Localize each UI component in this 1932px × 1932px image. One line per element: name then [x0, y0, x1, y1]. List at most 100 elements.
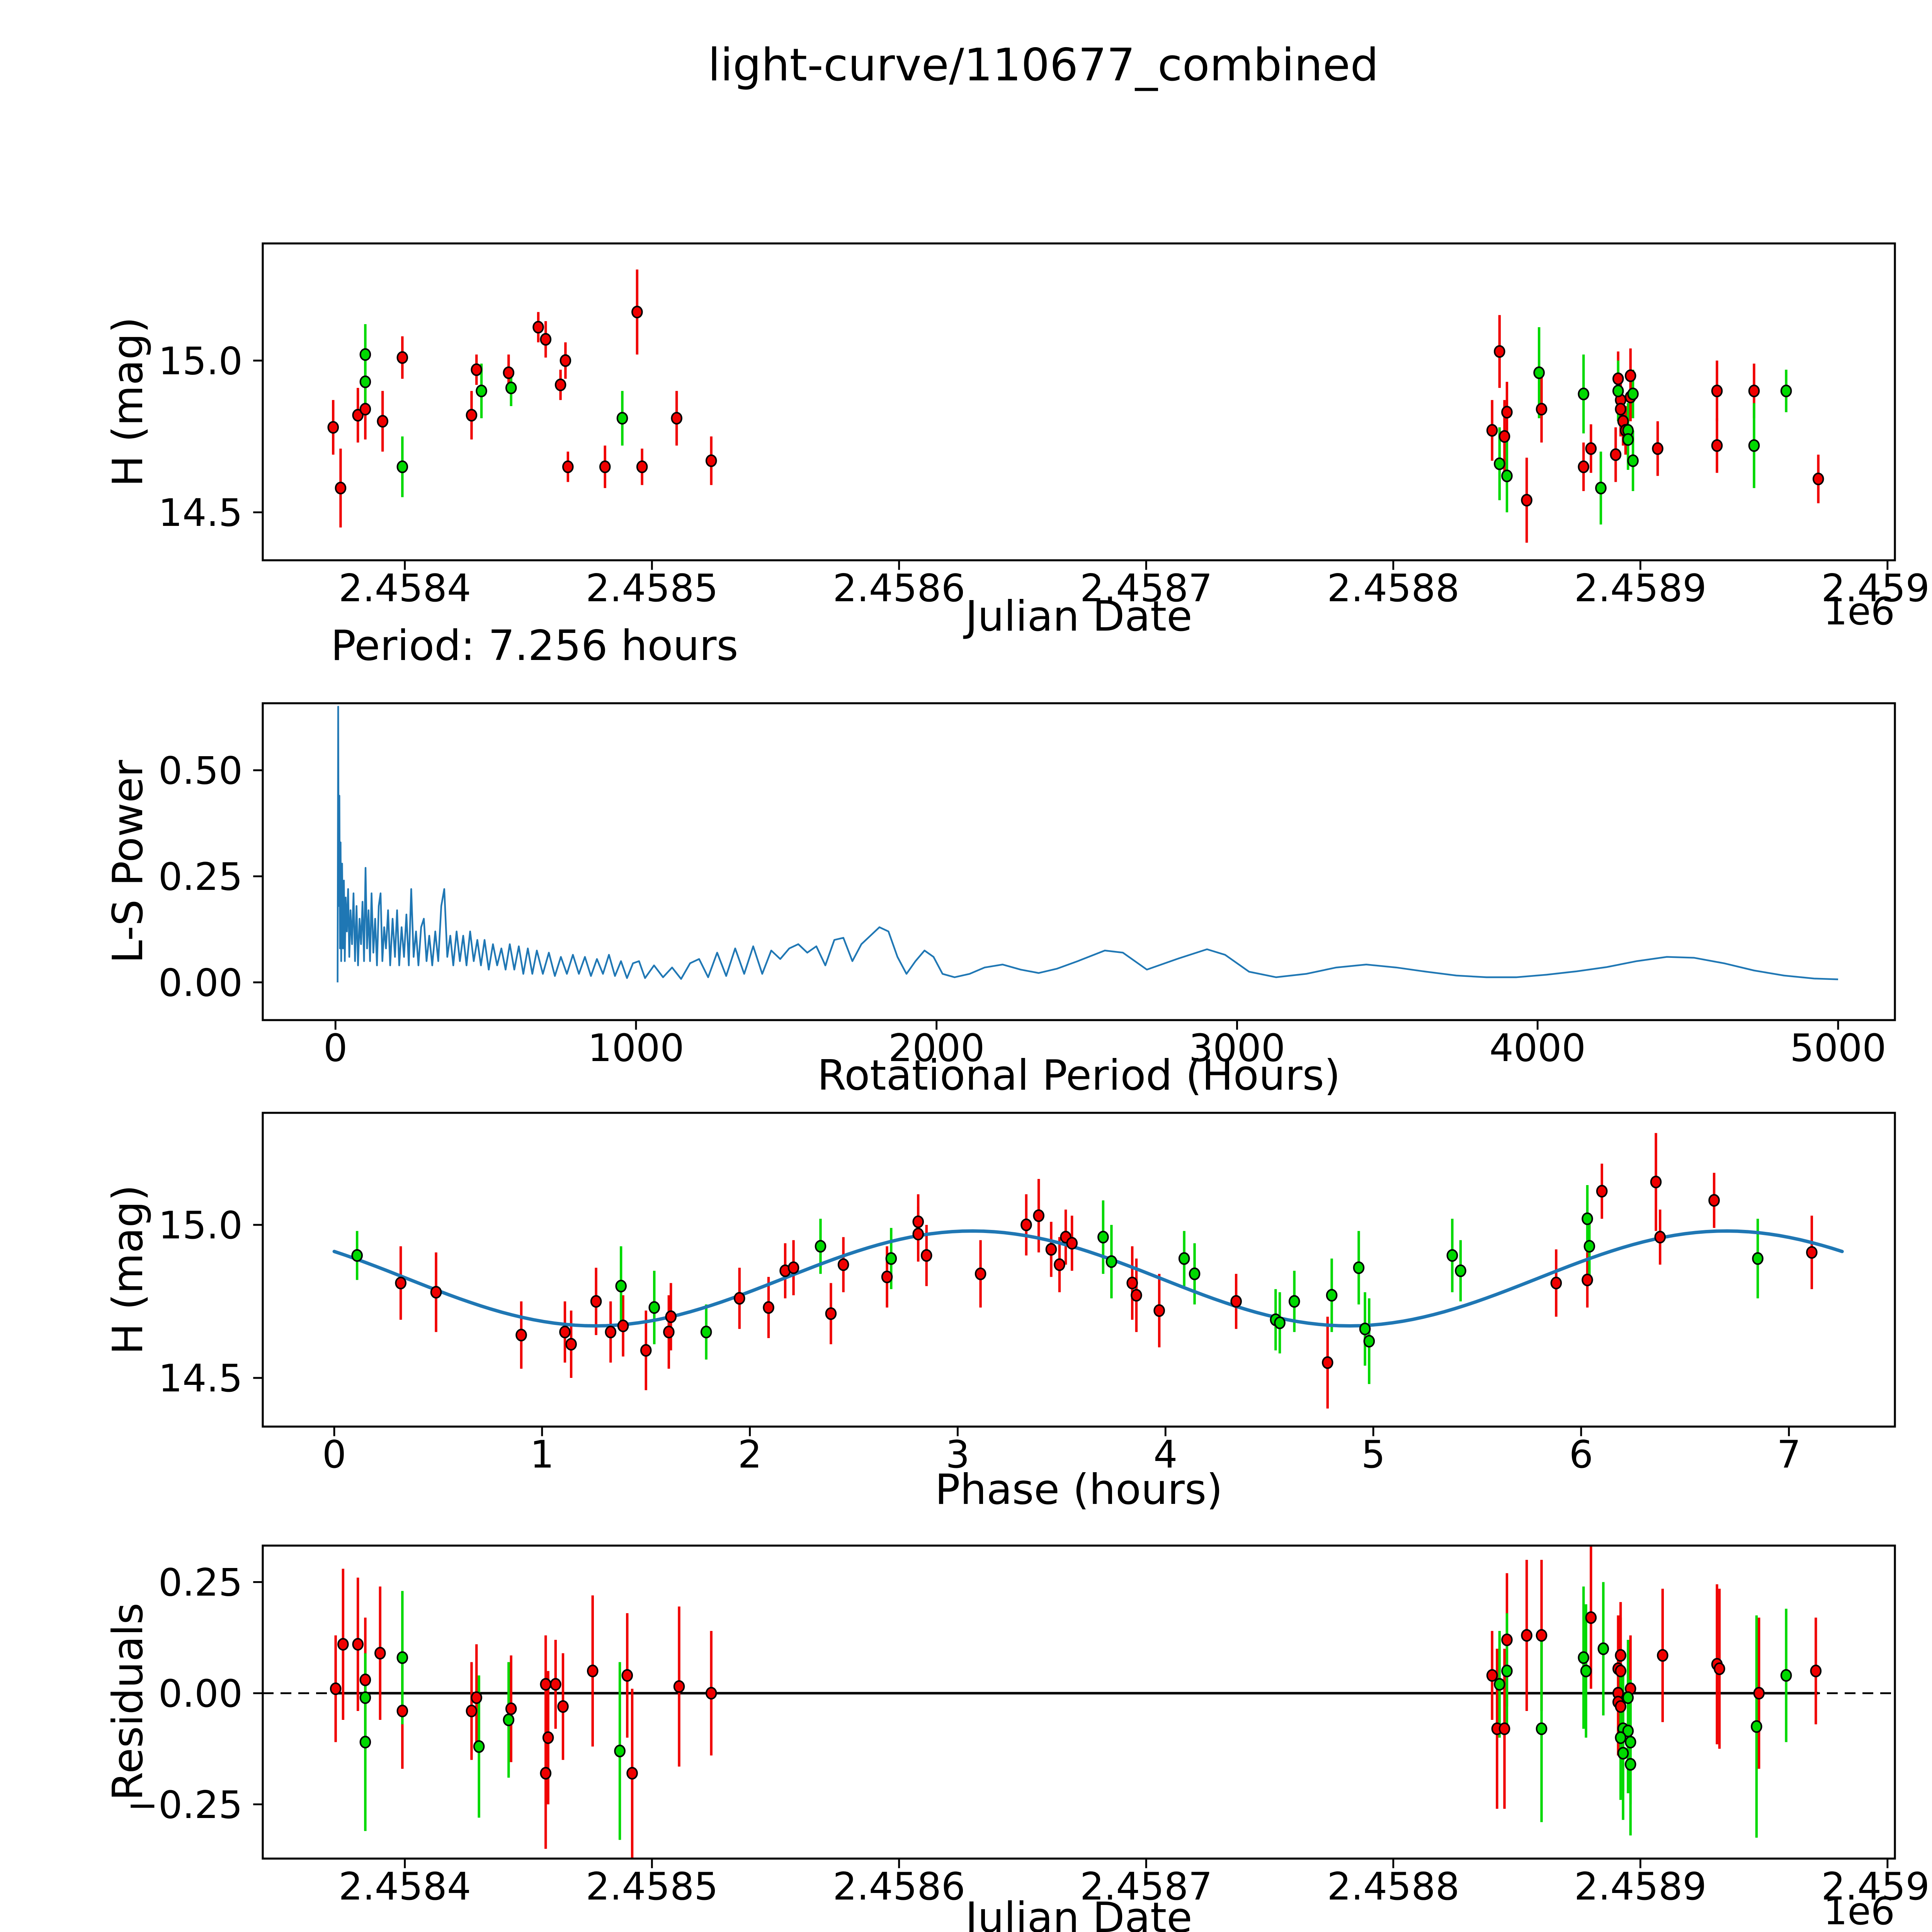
data-point-red	[330, 1682, 342, 1695]
y-tick-label: 14.5	[158, 491, 243, 535]
data-point-green	[1617, 1747, 1629, 1760]
data-point-green	[476, 384, 487, 398]
data-point-red	[621, 1669, 633, 1682]
data-point-red	[837, 1258, 849, 1271]
y-tick-label: 14.5	[158, 1357, 243, 1401]
data-point-green	[1353, 1261, 1365, 1274]
plot1-xlabel: Julian Date	[963, 592, 1192, 641]
x-tick-label: 4	[1153, 1433, 1177, 1477]
data-point-red	[1711, 384, 1723, 398]
x-tick-label: 0	[323, 1026, 347, 1070]
fit-curve	[332, 1229, 1844, 1328]
data-point-red	[430, 1286, 442, 1299]
data-point-red	[1585, 442, 1597, 455]
data-point-red	[1054, 1258, 1065, 1271]
data-point-red	[673, 1680, 685, 1693]
data-point-green	[1780, 384, 1792, 398]
data-point-red	[471, 363, 482, 376]
x-tick-label: 5000	[1790, 1026, 1886, 1070]
phased-lightcurve-content	[332, 1133, 1844, 1409]
data-point-green	[1493, 1678, 1505, 1691]
data-point-green	[1612, 384, 1624, 398]
periodogram-axes: 0 1000 2000 3000 4000 5000 0.00 0.25 0.50	[158, 702, 1896, 1070]
data-point-red	[617, 1319, 629, 1332]
data-point-red	[1654, 1231, 1666, 1244]
y-tick-label: 0.50	[158, 749, 243, 793]
data-point-green	[359, 1691, 371, 1704]
data-point-green	[1595, 481, 1607, 495]
data-point-red	[352, 409, 364, 422]
x-tick-label: 2.4587	[1080, 566, 1213, 611]
plot2-xlabel: Rotational Period (Hours)	[817, 1051, 1340, 1100]
data-point-green	[815, 1240, 827, 1253]
data-point-green	[1582, 1212, 1593, 1225]
data-point-red	[1020, 1218, 1032, 1231]
data-point-red	[540, 1767, 552, 1780]
data-point-red	[471, 1691, 482, 1704]
x-tick-label: 2.4587	[1080, 1865, 1213, 1909]
data-point-red	[733, 1292, 745, 1305]
data-point-red	[560, 354, 571, 367]
plot-frame	[262, 1112, 1896, 1428]
data-point-green	[614, 1745, 626, 1757]
data-point-green	[1533, 366, 1545, 379]
data-point-red	[1501, 406, 1513, 419]
data-point-green	[1578, 1651, 1590, 1664]
data-point-red	[975, 1267, 986, 1281]
data-point-green	[1624, 1736, 1636, 1748]
data-point-green	[616, 412, 628, 425]
data-point-green	[1097, 1231, 1109, 1244]
data-point-red	[1652, 442, 1663, 455]
data-point-green	[1752, 1252, 1764, 1265]
data-point-green	[1627, 454, 1639, 467]
data-point-green	[700, 1325, 712, 1338]
data-point-red	[663, 1325, 675, 1338]
plot-frame	[262, 1544, 1896, 1860]
data-point-red	[1066, 1237, 1078, 1250]
data-point-green	[1359, 1322, 1371, 1335]
data-point-green	[1622, 433, 1634, 446]
x-tick-label: 7	[1777, 1433, 1801, 1477]
data-point-green	[1326, 1289, 1338, 1302]
data-point-red	[1615, 1649, 1626, 1662]
data-point-green	[1274, 1316, 1286, 1329]
phased-lightcurve-axes: 0 1 2 3 4 5 6 7 14.5 15.0	[158, 1112, 1896, 1477]
data-point-red	[590, 1295, 602, 1308]
plot4-x-offset: 1e6	[1823, 1889, 1895, 1932]
data-point-red	[1711, 439, 1723, 452]
plot1-ylabel: H (mag)	[104, 317, 152, 487]
data-point-red	[605, 1325, 617, 1338]
data-point-red	[912, 1228, 924, 1241]
figure-title: light-curve/110677_combined	[708, 39, 1379, 91]
data-point-red	[881, 1270, 893, 1284]
data-point-green	[1748, 439, 1760, 452]
data-point-red	[503, 366, 515, 379]
y-tick-label: 0.25	[158, 855, 243, 899]
data-point-red	[665, 1310, 677, 1323]
periodogram-title: Period: 7.256 hours	[331, 622, 738, 670]
x-tick-label: 6	[1569, 1433, 1593, 1477]
data-point-red	[705, 454, 717, 467]
data-point-green	[1536, 1722, 1548, 1735]
data-point-red	[352, 1638, 364, 1651]
data-point-green	[505, 381, 517, 395]
data-point-green	[1189, 1267, 1201, 1281]
jd-lightcurve-axes: 2.4584 2.4585 2.4586 2.4587 2.4588 2.4589 2.45…	[158, 242, 1932, 611]
x-tick-label: 3000	[1189, 1026, 1285, 1070]
data-point-red	[466, 1704, 478, 1718]
x-tick-label: 2.4590	[1821, 1865, 1932, 1909]
data-point-red	[1615, 1700, 1626, 1713]
data-point-red	[1624, 369, 1636, 382]
plot-frame	[262, 242, 1896, 561]
data-point-red	[337, 1638, 349, 1651]
data-point-red	[1033, 1209, 1045, 1222]
data-point-red	[1536, 1629, 1548, 1642]
data-point-red	[1708, 1194, 1720, 1207]
y-tick-label: −0.25	[127, 1783, 243, 1827]
data-point-red	[1321, 1356, 1333, 1369]
x-tick-label: 2.4588	[1327, 1865, 1459, 1909]
data-point-green	[359, 1736, 371, 1748]
data-point-green	[615, 1279, 627, 1293]
